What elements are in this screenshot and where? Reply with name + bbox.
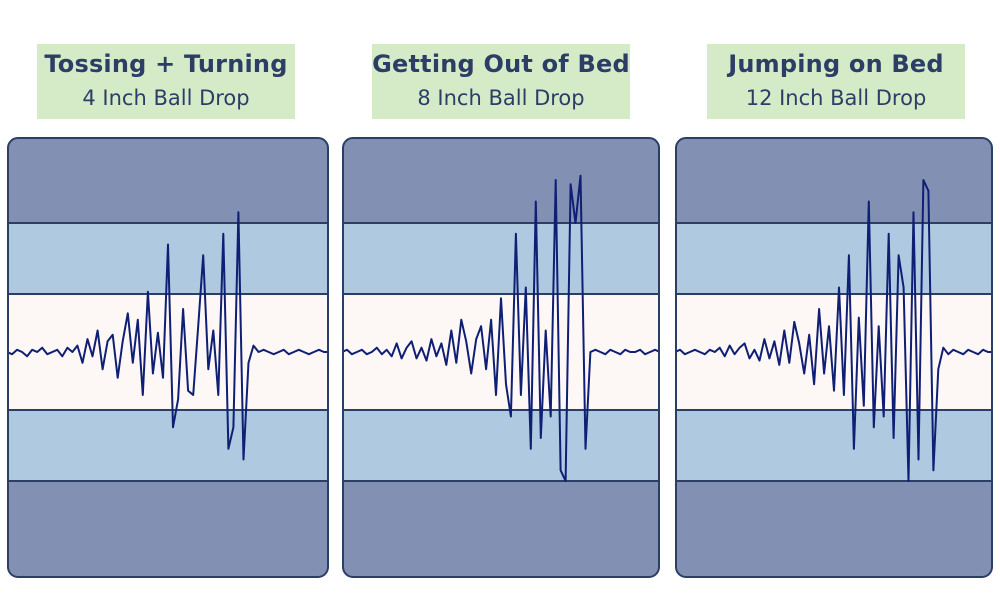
chart-svg-2 [342,137,660,578]
mid-band-bottom [343,410,659,481]
chart-svg-1 [7,137,329,578]
label-box-2: Getting Out of Bed 8 Inch Ball Drop [372,44,630,119]
panel-title: Tossing + Turning [44,50,288,78]
center-band [8,293,328,411]
panel-border [7,137,329,578]
label-box-1: Tossing + Turning 4 Inch Ball Drop [37,44,295,119]
mid-band-bottom [8,410,328,481]
chart-panel-2 [342,137,660,578]
outer-band-top [8,138,328,223]
band-group [343,138,659,577]
panel-title: Getting Out of Bed [372,50,630,78]
outer-band-bottom [8,481,328,577]
panel-border [342,137,660,578]
outer-band-top [343,138,659,223]
label-box-3: Jumping on Bed 12 Inch Ball Drop [707,44,965,119]
band-group [676,138,992,577]
outer-band-bottom [676,481,992,577]
mid-band-top [343,223,659,294]
vibration-trace [343,174,659,482]
panel-subtitle: 8 Inch Ball Drop [417,86,585,110]
vibration-trace [676,179,992,482]
chart-panel-1 [7,137,329,578]
panel-title: Jumping on Bed [728,50,944,78]
outer-band-top [676,138,992,223]
chart-svg-3 [675,137,993,578]
panel-border [675,137,993,578]
band-group [8,138,328,577]
outer-band-bottom [343,481,659,577]
vibration-trace [8,211,328,461]
chart-panel-3 [675,137,993,578]
mid-band-top [676,223,992,294]
panel-subtitle: 4 Inch Ball Drop [82,86,250,110]
panel-subtitle: 12 Inch Ball Drop [745,86,927,110]
mid-band-bottom [676,410,992,481]
